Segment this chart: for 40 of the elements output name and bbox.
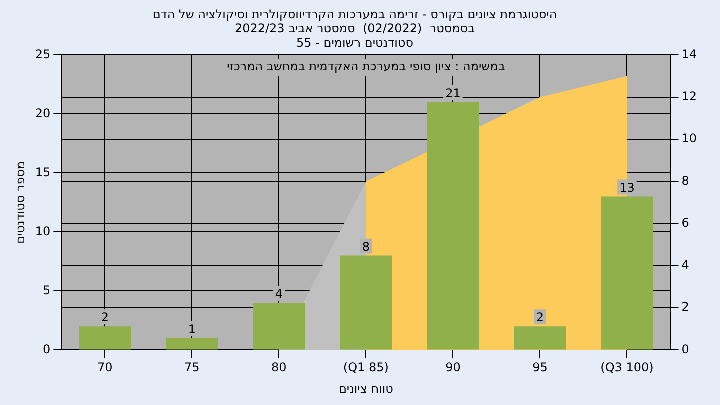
bar xyxy=(166,338,218,350)
chart-subtitle: סטודנטים רשומים - 55 xyxy=(296,36,414,50)
y2-tick-label: 0 xyxy=(682,342,690,356)
y-tick-label: 0 xyxy=(43,342,51,356)
y-tick-label: 25 xyxy=(35,47,51,62)
x-tick-label: 80 xyxy=(272,360,287,375)
y2-tick-label: 6 xyxy=(682,216,690,230)
data-label: 8 xyxy=(362,240,370,254)
y-tick-label: 10 xyxy=(35,224,51,238)
bar xyxy=(601,196,654,350)
y-tick-label: 5 xyxy=(43,283,51,298)
y-tick-label: 20 xyxy=(35,106,51,120)
y2-tick-label: 10 xyxy=(682,132,698,146)
y2-tick-label: 14 xyxy=(682,47,698,62)
data-label: 1 xyxy=(188,322,196,337)
y2-tick-label: 2 xyxy=(682,300,690,314)
x-tick-label: 70 xyxy=(98,360,113,375)
x-tick-label: 95 xyxy=(532,360,548,375)
y2-tick-label: 4 xyxy=(682,258,690,272)
data-label: 13 xyxy=(620,180,635,195)
bar xyxy=(427,102,480,350)
x-tick-label: (Q3 100) xyxy=(600,360,654,375)
y-axis-title: מספר סטודנטים xyxy=(13,161,28,244)
annotation: במשימה : ציון סופי במערכת האקדמית במחשב המרכזי xyxy=(227,59,506,74)
y-tick-label: 15 xyxy=(35,165,51,180)
chart-title: היסטוגרמת ציונים בקורס - זרימה במערכות הקרדיווסקולרית וסיקולציה של הדם בסמסטר (02/2022) סמסטר אביב 2022/23 xyxy=(152,7,558,36)
x-tick-label: (Q1 85) xyxy=(343,360,389,375)
data-label: 2 xyxy=(536,310,544,325)
bar xyxy=(253,303,306,350)
y2-tick-label: 12 xyxy=(682,89,698,104)
x-axis-title: טווח ציונים xyxy=(338,382,394,396)
bar xyxy=(340,256,392,350)
y2-tick-label: 8 xyxy=(682,174,690,188)
data-label: 21 xyxy=(446,86,461,101)
data-label: 2 xyxy=(101,310,109,325)
bar xyxy=(514,326,566,350)
bar xyxy=(79,326,132,350)
x-tick-label: 90 xyxy=(446,360,461,375)
x-tick-label: 75 xyxy=(184,360,200,375)
data-label: 4 xyxy=(275,287,284,302)
